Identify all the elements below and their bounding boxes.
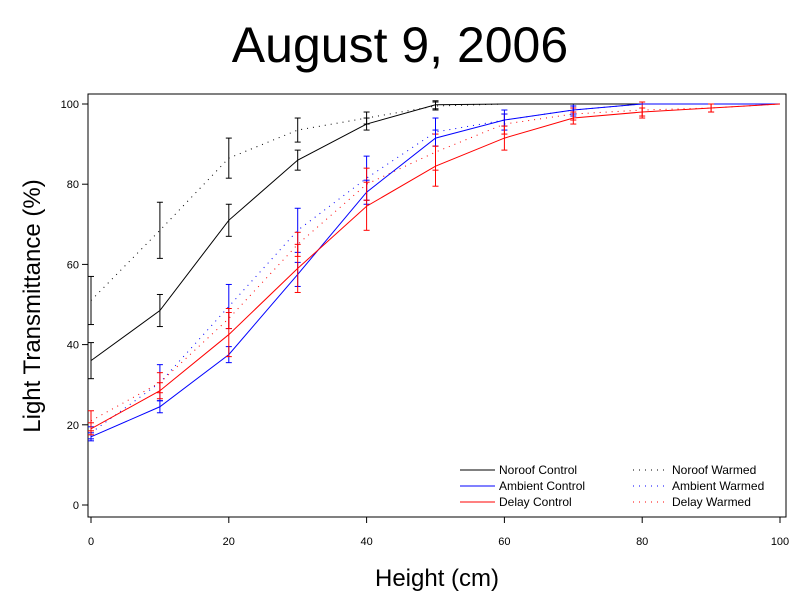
legend-label: Noroof Warmed	[672, 463, 756, 477]
legend-entry: Ambient Warmed	[633, 479, 764, 493]
legend-label: Noroof Control	[499, 463, 577, 477]
x-tick-label: 80	[636, 536, 648, 548]
y-tick-label: 60	[67, 259, 79, 271]
x-tick-label: 100	[771, 536, 789, 548]
y-axis-ticks: 0 20 40 60 80 100	[61, 99, 88, 512]
legend-label: Ambient Control	[499, 479, 585, 493]
x-tick-label: 60	[498, 536, 510, 548]
x-tick-label: 0	[88, 536, 94, 548]
series-ambient-warmed	[88, 103, 780, 440]
x-axis-label: Height (cm)	[375, 565, 499, 592]
y-tick-label: 0	[73, 500, 79, 512]
series-noroof-warmed	[88, 101, 780, 326]
series-delay-warmed	[88, 101, 781, 432]
y-tick-label: 80	[67, 179, 79, 191]
y-tick-label: 40	[67, 340, 79, 352]
legend-entry: Delay Control	[460, 495, 572, 509]
legend-entry: Ambient Control	[460, 479, 585, 493]
series-noroof-control	[88, 100, 780, 380]
y-axis-label: Light Transmittance (%)	[19, 179, 46, 432]
legend-label: Delay Warmed	[672, 495, 751, 509]
x-axis-ticks: 0 20 40 60 80 100	[88, 517, 789, 548]
plot-frame	[87, 93, 787, 518]
legend: Noroof Control Ambient Control Delay Contr…	[460, 463, 764, 509]
x-tick-label: 40	[360, 536, 372, 548]
series-layer	[88, 100, 781, 442]
legend-label: Ambient Warmed	[672, 479, 764, 493]
series-delay-control	[88, 103, 781, 436]
y-tick-label: 100	[61, 99, 79, 111]
legend-entry: Noroof Warmed	[633, 463, 756, 477]
legend-entry: Noroof Control	[460, 463, 577, 477]
chart-title: August 9, 2006	[232, 17, 568, 73]
legend-label: Delay Control	[499, 495, 572, 509]
series-ambient-control	[88, 103, 780, 442]
legend-entry: Delay Warmed	[633, 495, 751, 509]
y-tick-label: 20	[67, 420, 79, 432]
x-tick-label: 20	[223, 536, 235, 548]
